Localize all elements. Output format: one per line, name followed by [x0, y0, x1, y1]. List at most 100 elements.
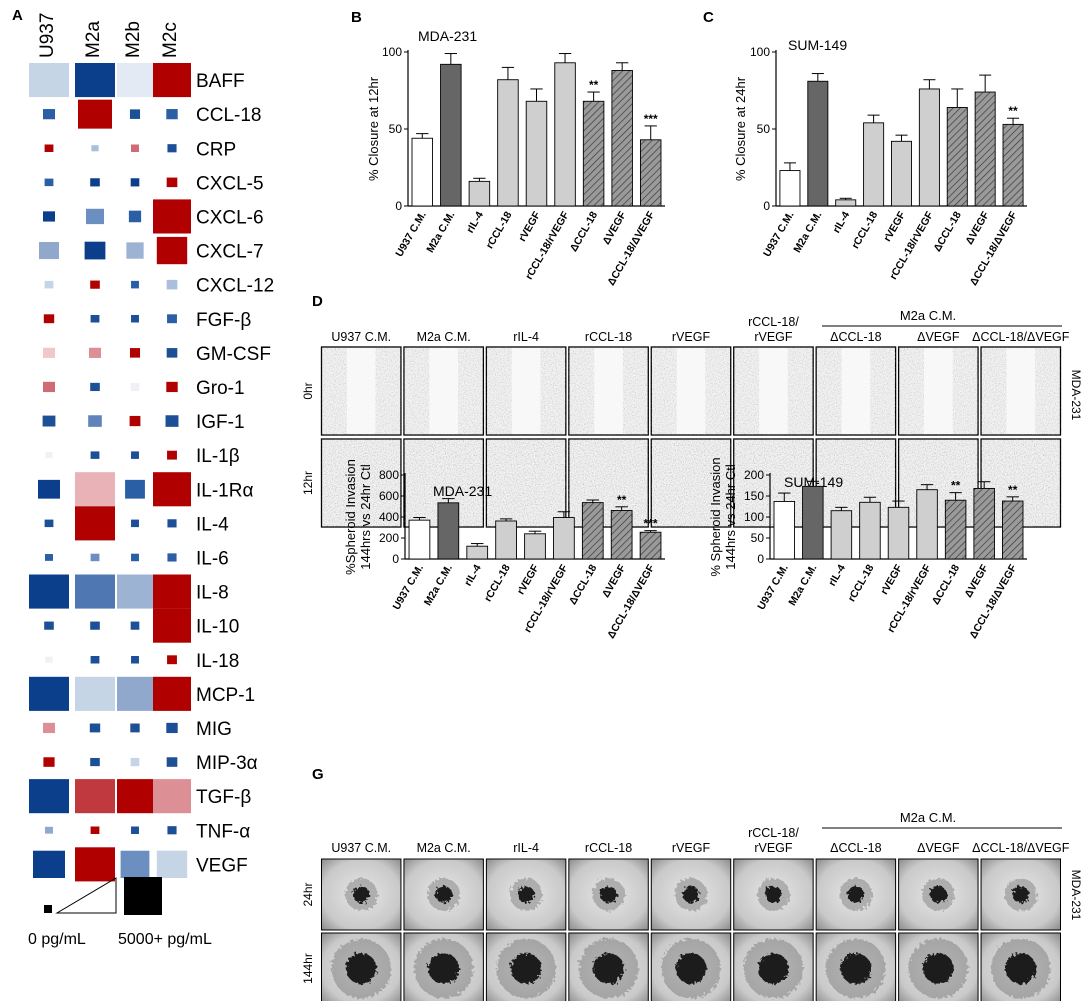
heatmap-cell-gro-1-m2a [90, 382, 100, 392]
heatmap-cell-cxcl-5-u937 [44, 178, 54, 187]
panel-letter-b: B [351, 9, 362, 26]
heatmap-cell-baff-m2c [153, 63, 191, 98]
bar-ril-4 [835, 199, 857, 207]
legend-small-square [44, 905, 52, 913]
x-tick-label-vegf: ΔVEGF [600, 562, 629, 600]
scratch-gap [346, 348, 376, 434]
heatmap-row-label-crp: CRP [196, 139, 236, 160]
heatmap-cell-mip-3-m2b [130, 757, 140, 767]
column-header-ril-4: rIL-4 [513, 330, 539, 344]
bar-u937-c-m [779, 170, 801, 207]
heatmap-row-label-cxcl-6: CXCL-6 [196, 207, 264, 228]
heatmap-cell-fgf-m2b [131, 314, 139, 323]
heatmap-row-label-il-10: IL-10 [196, 617, 239, 638]
scratch-gap [1006, 348, 1036, 434]
heatmap-column-m2a: M2a [83, 21, 104, 58]
heatmap-row-label-il-6: IL-6 [196, 548, 229, 569]
heatmap-row-label-gro-1: Gro-1 [196, 378, 245, 399]
heatmap-cell-il-1-m2a [90, 451, 100, 459]
heatmap-row-label-tnf: TNF-α [196, 821, 250, 842]
heatmap-cell-ccl-18-u937 [43, 109, 55, 120]
heatmap-cell-vegf-m2c [156, 850, 188, 878]
x-tick-label-m2a-c-m: M2a C.M. [422, 562, 455, 607]
column-header-vegf: ΔVEGF [917, 330, 960, 344]
bar-ccl-18-vegf [639, 139, 662, 207]
heatmap-cell-il-10-m2b [130, 621, 140, 630]
y-tick-label: 200 [379, 531, 399, 545]
x-tick-label-rvegf: rVEGF [881, 209, 908, 244]
heatmap-cell-il-10-m2c [153, 608, 191, 643]
x-tick-label-rvegf: rVEGF [516, 209, 543, 244]
heatmap-row-label-mcp-1: MCP-1 [196, 685, 255, 706]
legend-max-label: 5000+ pg/mL [118, 931, 212, 948]
heatmap-cell-igf-1-m2b [129, 415, 141, 427]
side-label: MDA-231 [1069, 870, 1083, 921]
heatmap-row-label-gm-csf: GM-CSF [196, 344, 271, 365]
heatmap-cell-gro-1-u937 [43, 381, 55, 393]
heatmap-cell-mig-u937 [43, 722, 55, 734]
y-tick-label: 0 [757, 552, 764, 566]
x-tick-label-ril-4: rIL-4 [462, 562, 484, 588]
x-tick-label-m2a-c-m: M2a C.M. [786, 562, 819, 607]
x-tick-label-ril-4: rIL-4 [831, 209, 853, 235]
heatmap-cell-crp-m2a [91, 145, 99, 152]
heatmap-cell-igf-1-u937 [42, 415, 56, 427]
spheroid-core [517, 886, 535, 903]
group-label: M2a C.M. [900, 308, 956, 323]
chart-title: MDA-231 [418, 28, 477, 44]
scratch-gap [676, 348, 706, 434]
heatmap-cell-il-1r-m2a [75, 472, 115, 507]
heatmap-cell-il-1r-m2b [125, 479, 145, 499]
y-tick-label: 800 [379, 468, 399, 482]
spheroid-core [840, 953, 872, 984]
heatmap-cell-fgf-u937 [43, 314, 55, 324]
heatmap-column-m2c: M2c [160, 22, 181, 58]
heatmap-cell-tnf-m2a [90, 826, 100, 835]
bar-rccl-18 [497, 79, 519, 207]
heatmap-cell-tgf-m2b [117, 779, 153, 814]
bar-rccl-18-rvegf [916, 489, 938, 560]
heatmap-row-label-cxcl-12: CXCL-12 [196, 276, 274, 297]
y-tick-label: 0 [395, 199, 402, 213]
heatmap-cell-cxcl-7-m2b [126, 242, 144, 259]
x-tick-label-rvegf: rVEGF [878, 562, 905, 597]
heatmap-cell-il-18-m2b [131, 655, 139, 664]
texture [733, 439, 814, 527]
heatmap-cell-cxcl-5-m2b [130, 178, 140, 187]
heatmap-cell-tgf-m2c [153, 779, 191, 814]
heatmap-cell-igf-1-m2a [88, 415, 102, 427]
y-tick-label: 50 [751, 531, 765, 545]
panel-letter-d: D [312, 293, 323, 310]
heatmap-row-label-il-1r: IL-1Rα [196, 480, 253, 501]
bar-m2a-c-m [807, 80, 829, 207]
x-tick-label-rccl-18: rCCL-18 [849, 209, 880, 251]
spheroid-core [600, 886, 617, 903]
heatmap-cell-mip-3-u937 [43, 757, 55, 767]
panel-letter-a: A [12, 7, 23, 24]
heatmap-cell-mcp-1-m2a [75, 676, 115, 711]
heatmap-cell-il-8-m2a [75, 574, 115, 609]
bar-vegf [611, 70, 633, 207]
bar-rccl-18 [863, 122, 885, 207]
y-tick-label: 50 [757, 122, 771, 136]
heatmap-cell-cxcl-5-m2c [166, 177, 178, 188]
heatmap-cell-cxcl-12-m2a [90, 280, 100, 289]
legend-size-wedge [55, 877, 117, 914]
heatmap-cell-cxcl-6-m2b [128, 210, 142, 223]
heatmap-cell-mip-3-m2a [90, 757, 100, 767]
scratch-gap [594, 348, 623, 434]
bar-rvegf [525, 100, 548, 207]
bar-rccl-18-rvegf [553, 517, 575, 560]
scratch-gap [759, 348, 788, 434]
heatmap-cell-il-4-m2c [167, 519, 177, 528]
heatmap-row-label-mig: MIG [196, 719, 232, 740]
heatmap-cell-baff-m2b [117, 63, 153, 98]
panel-letter-c: C [703, 9, 714, 26]
row-label-0hr: 0hr [301, 382, 315, 399]
y-axis-label: % Closure at 12hr [366, 76, 381, 181]
significance-mark: *** [644, 112, 658, 126]
spheroid-core [922, 953, 954, 984]
bar-ccl-18-vegf [1001, 500, 1024, 560]
heatmap-cell-baff-u937 [29, 63, 69, 98]
